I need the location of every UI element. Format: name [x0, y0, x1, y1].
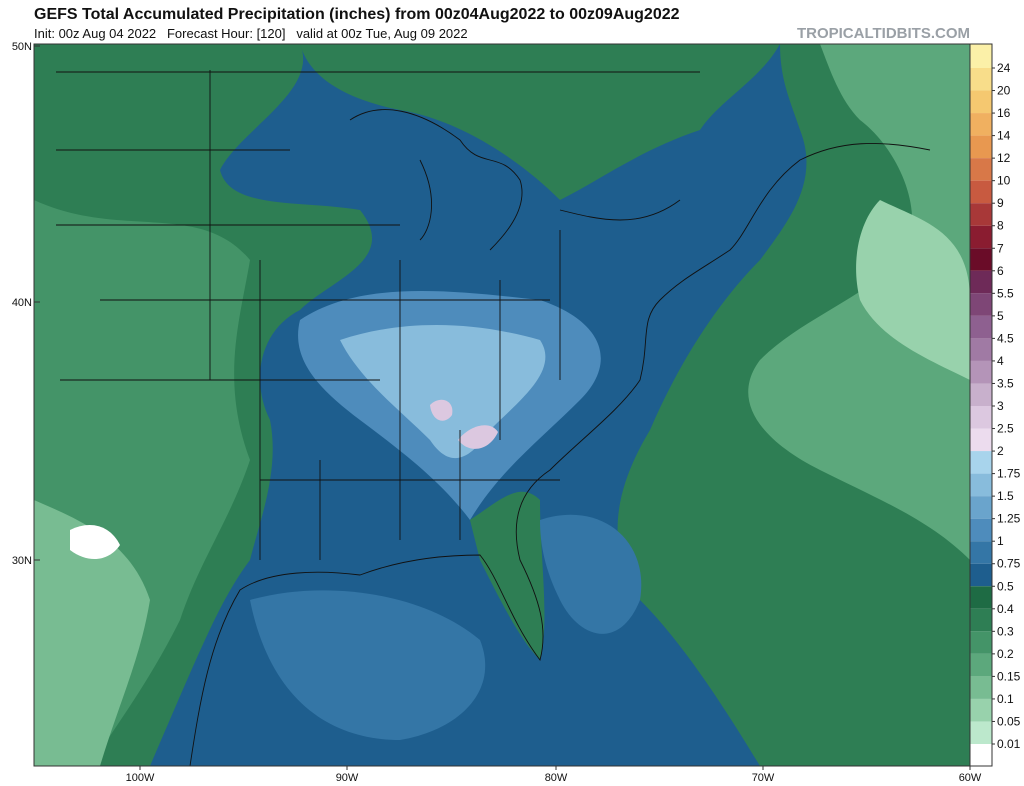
colorbar-swatch: [970, 451, 992, 474]
colorbar-swatch: [970, 406, 992, 429]
colorbar-swatch: [970, 180, 992, 204]
watermark: TROPICALTIDBITS.COM: [797, 25, 970, 42]
colorbar-swatch: [970, 473, 992, 497]
colorbar-swatch: [970, 360, 992, 384]
atlantic-pale-green: [856, 200, 970, 380]
colorbar-label: 0.3: [997, 624, 1014, 638]
colorbar-label: 4.5: [997, 331, 1014, 345]
colorbar-label: 0.15: [997, 669, 1021, 683]
colorbar-label: 12: [997, 151, 1011, 165]
atlantic-blue: [540, 514, 642, 634]
lon-label: 70W: [752, 772, 775, 784]
colorbar-swatch: [970, 428, 992, 452]
colorbar-label: 3.5: [997, 376, 1014, 390]
colorbar-label: 3: [997, 399, 1004, 413]
lon-label: 90W: [336, 772, 359, 784]
colorbar-swatch: [970, 744, 992, 766]
coastlines: [56, 70, 931, 766]
colorbar-label: 4: [997, 354, 1004, 368]
colorbar-swatch: [970, 158, 992, 181]
colorbar-label: 9: [997, 196, 1004, 210]
atlantic-light-green: [748, 44, 970, 560]
colorbar-swatch: [970, 586, 992, 609]
colorbar-swatch: [970, 135, 992, 159]
colorbar-label: 0.5: [997, 579, 1014, 593]
colorbar-label: 20: [997, 84, 1011, 98]
texas-green: [34, 500, 150, 766]
colorbar-swatch: [970, 721, 992, 744]
colorbar-swatch: [970, 563, 992, 587]
colorbar-label: 1.75: [997, 467, 1021, 481]
colorbar-label: 0.1: [997, 692, 1014, 706]
colorbar-swatch: [970, 338, 992, 361]
colorbar-label: 0.4: [997, 602, 1014, 616]
colorbar-label: 5.5: [997, 286, 1014, 300]
colorbar-label: 0.75: [997, 557, 1021, 571]
colorbar-swatch: [970, 608, 992, 632]
colorbar-swatch: [970, 90, 992, 114]
colorbar-label: 0.01: [997, 737, 1021, 751]
colorbar-swatch: [970, 203, 992, 226]
pink-spot: [430, 399, 453, 421]
colorbar: 24 20 16 14 12 10 9 8 7 6 5.5 5 4.5 4 3.5 3 2.5 2 1.75 1.5 1…: [969, 43, 1021, 767]
colorbar-swatch: [970, 44, 992, 68]
lon-label: 60W: [959, 772, 982, 784]
colorbar-label: 16: [997, 106, 1011, 120]
colorbar-swatch: [970, 653, 992, 677]
colorbar-label: 2.5: [997, 422, 1014, 436]
colorbar-swatch: [970, 248, 992, 271]
ohio-valley-light-blue: [340, 325, 546, 459]
florida-green: [470, 491, 545, 660]
colorbar-swatch: [970, 541, 992, 564]
lat-label: 50N: [12, 41, 32, 53]
lat-label: 30N: [12, 555, 32, 567]
lon-label: 80W: [545, 772, 568, 784]
colorbar-swatch: [970, 113, 992, 136]
colorbar-label: 24: [997, 61, 1011, 75]
canada-green: [300, 44, 780, 200]
colorbar-swatch: [970, 383, 992, 406]
colorbar-label: 7: [997, 241, 1004, 255]
colorbar-label: 1.5: [997, 489, 1014, 503]
colorbar-label: 0.05: [997, 714, 1021, 728]
colorbar-label: 6: [997, 264, 1004, 278]
pink-spot: [458, 425, 498, 449]
colorbar-label: 0.2: [997, 647, 1014, 661]
colorbar-swatch: [970, 631, 992, 654]
colorbar-label: 14: [997, 129, 1011, 143]
colorbar-swatch: [970, 225, 992, 249]
colorbar-swatch: [970, 496, 992, 519]
texas-white: [70, 525, 120, 560]
colorbar-swatch: [970, 518, 992, 542]
colorbar-label: 1.25: [997, 512, 1021, 526]
colorbar-swatch: [970, 315, 992, 339]
colorbar-swatch: [970, 68, 992, 91]
colorbar-label: 1: [997, 534, 1004, 548]
colorbar-swatch: [970, 676, 992, 699]
axes: 50N 40N 30N 100W 90W 80W 70W 60W: [12, 41, 982, 784]
colorbar-label: 5: [997, 309, 1004, 323]
colorbar-label: 10: [997, 174, 1011, 188]
colorbar-swatch: [970, 293, 992, 316]
title: GEFS Total Accumulated Precipitation (in…: [34, 6, 680, 23]
colorbar-label: 8: [997, 219, 1004, 233]
lat-label: 40N: [12, 297, 32, 309]
map: [33, 43, 971, 767]
subtitle: Init: 00z Aug 04 2022 Forecast Hour: [12…: [34, 26, 468, 41]
colorbar-label: 2: [997, 444, 1004, 458]
lon-label: 100W: [126, 772, 155, 784]
colorbar-swatch: [970, 270, 992, 294]
gulf-blue: [250, 590, 486, 740]
colorbar-frame: [969, 43, 993, 767]
colorbar-swatch: [970, 698, 992, 722]
